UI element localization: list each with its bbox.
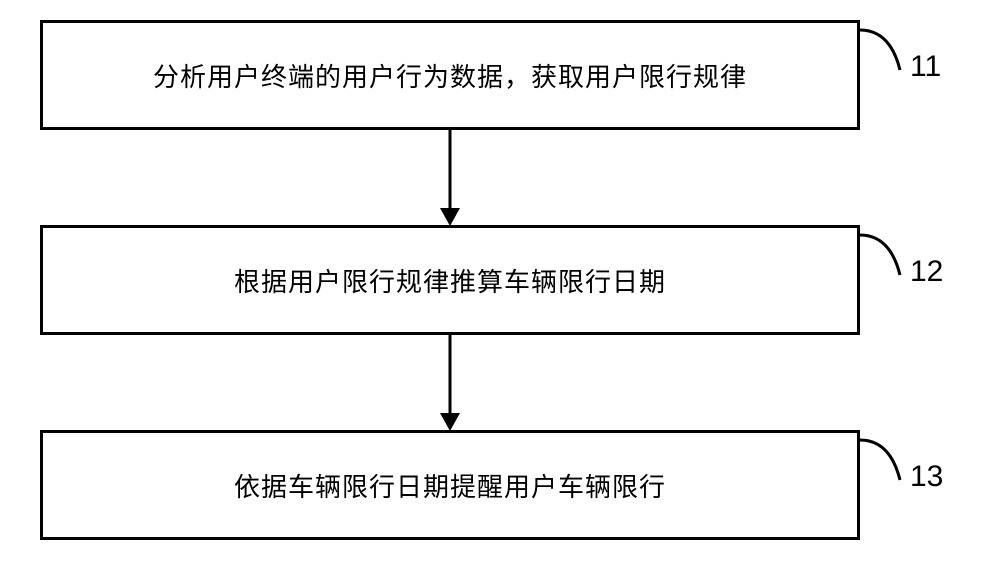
- arrow-12-to-13: [440, 335, 460, 430]
- flow-step-13: 依据车辆限行日期提醒用户车辆限行: [40, 430, 860, 540]
- step-label-11: 11: [910, 50, 941, 84]
- flow-step-11: 分析用户终端的用户行为数据，获取用户限行规律: [40, 20, 860, 130]
- flow-step-12-text: 根据用户限行规律推算车辆限行日期: [234, 262, 666, 299]
- flow-step-12: 根据用户限行规律推算车辆限行日期: [40, 225, 860, 335]
- step-label-12: 12: [910, 255, 943, 289]
- flow-step-13-text: 依据车辆限行日期提醒用户车辆限行: [234, 467, 666, 504]
- flow-step-11-text: 分析用户终端的用户行为数据，获取用户限行规律: [153, 57, 747, 94]
- arrow-11-to-12: [440, 130, 460, 225]
- step-label-13: 13: [910, 460, 943, 494]
